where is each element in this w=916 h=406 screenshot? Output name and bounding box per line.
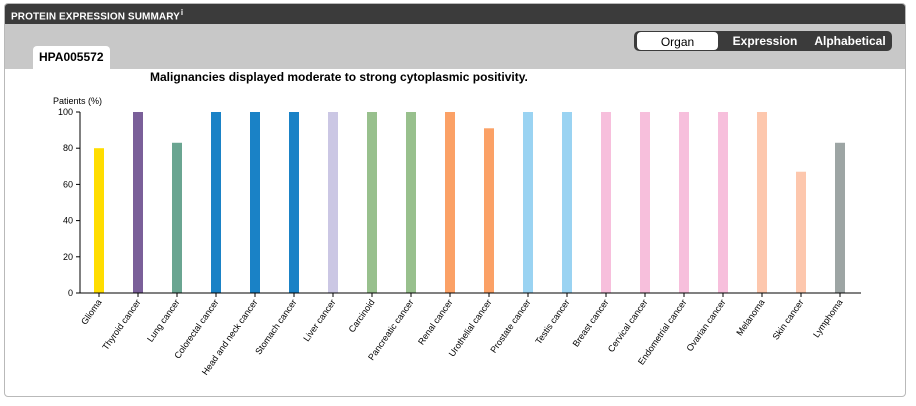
bar-lymphoma[interactable] [835,142,845,293]
bar-urothelial-cancer[interactable] [484,128,494,293]
bar-head-and-neck-cancer[interactable] [250,112,260,293]
x-tick-label: Carcinoid [347,297,377,334]
sort-alphabetical-button[interactable]: Alphabetical [814,34,886,48]
bar-cervical-cancer[interactable] [640,112,650,293]
x-tick-label: Ovarian cancer [684,297,727,353]
x-tick-label: Liver cancer [301,297,337,343]
y-tick-label: 80 [63,143,73,153]
info-icon[interactable]: i [180,8,184,17]
y-tick-label: 20 [63,252,73,262]
bar-ovarian-cancer[interactable] [718,112,728,293]
sort-toggle: Organ Expression Alphabetical [634,31,892,51]
y-axis-label: Patients (%) [53,96,102,106]
y-tick-label: 40 [63,216,73,226]
panel-title-bar: PROTEIN EXPRESSION SUMMARYi [5,4,905,24]
protein-expression-panel: PROTEIN EXPRESSION SUMMARYi HPA005572 Or… [4,3,906,397]
x-tick-label: Stomach cancer [253,297,298,356]
summary-text: Malignancies displayed moderate to stron… [150,70,528,84]
bar-carcinoid[interactable] [367,112,377,293]
sort-organ-button[interactable]: Organ [636,31,719,51]
bar-skin-cancer[interactable] [796,171,806,293]
bar-lung-cancer[interactable] [172,142,182,293]
x-tick-label: Skin cancer [770,297,805,341]
bar-renal-cancer[interactable] [445,112,455,293]
bar-stomach-cancer[interactable] [289,112,299,293]
y-axis: 0 20 40 60 80 100 [58,107,80,298]
bar-pancreatic-cancer[interactable] [406,112,416,293]
panel-title: PROTEIN EXPRESSION SUMMARYi [11,8,184,23]
bar-colorectal-cancer[interactable] [211,112,221,293]
x-tick-label: Prostate cancer [488,297,532,354]
x-tick-label: Melanoma [734,297,766,337]
x-tick-label: Thyroid cancer [100,297,142,352]
bar-melanoma[interactable] [757,112,767,293]
bar-thyroid-cancer[interactable] [133,112,143,293]
bar-testis-cancer[interactable] [562,112,572,293]
bar-liver-cancer[interactable] [328,112,338,293]
bar-prostate-cancer[interactable] [523,112,533,293]
x-tick-label: Lymphoma [811,297,845,339]
tab-hpa-antibody[interactable]: HPA005572 [33,46,110,69]
x-tick-label: Urothelial cancer [447,297,494,358]
bar-series [94,112,845,293]
y-tick-label: 60 [63,179,73,189]
bar-breast-cancer[interactable] [601,112,611,293]
bar-endometrial-cancer[interactable] [679,112,689,293]
y-tick-label: 100 [58,107,73,117]
x-tick-label: Breast cancer [571,297,611,348]
x-tick-label: Cervical cancer [606,297,650,354]
tab-bar: HPA005572 Organ Expression Alphabetical [5,24,905,69]
bar-glioma[interactable] [94,148,104,293]
sort-expression-button[interactable]: Expression [732,34,798,48]
x-tick-label: Renal cancer [416,297,455,346]
x-tick-label: Glioma [79,297,104,326]
y-tick-label: 0 [68,288,73,298]
x-tick-label: Testis cancer [533,297,571,346]
x-tick-label: Lung cancer [145,297,182,343]
